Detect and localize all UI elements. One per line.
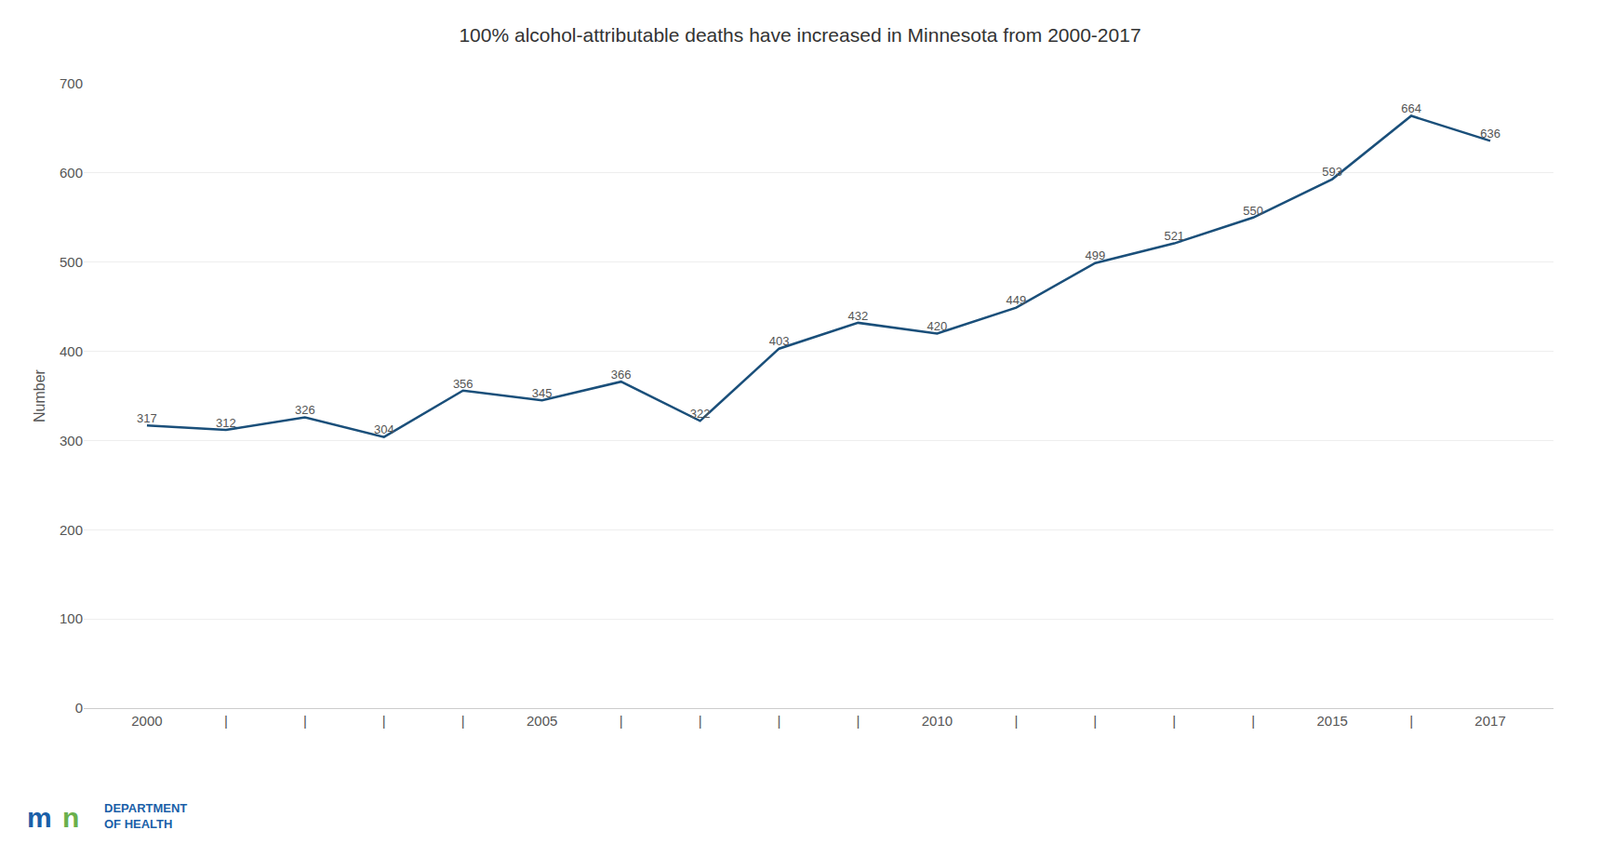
svg-text:403: 403 — [769, 333, 790, 348]
svg-text:|: | — [619, 712, 624, 729]
svg-text:|: | — [1409, 712, 1414, 729]
svg-text:636: 636 — [1480, 126, 1501, 141]
svg-text:|: | — [698, 712, 703, 729]
svg-text:DEPARTMENT: DEPARTMENT — [104, 800, 187, 815]
svg-text:m: m — [26, 801, 53, 833]
svg-text:317: 317 — [136, 411, 158, 426]
svg-text:|: | — [1013, 712, 1018, 729]
svg-text:0: 0 — [75, 699, 83, 716]
svg-text:2017: 2017 — [1474, 712, 1506, 729]
svg-text:326: 326 — [294, 402, 316, 417]
svg-text:664: 664 — [1400, 101, 1422, 116]
svg-text:2010: 2010 — [921, 712, 953, 729]
svg-text:OF HEALTH: OF HEALTH — [104, 816, 173, 831]
svg-text:100% alcohol-attributable deat: 100% alcohol-attributable deaths have in… — [458, 24, 1141, 46]
svg-text:Number: Number — [31, 368, 48, 423]
svg-text:|: | — [224, 712, 228, 729]
svg-text:n: n — [62, 801, 80, 833]
svg-text:499: 499 — [1084, 248, 1106, 263]
svg-text:521: 521 — [1163, 228, 1185, 243]
svg-text:600: 600 — [59, 164, 83, 181]
svg-text:449: 449 — [1006, 293, 1027, 307]
svg-text:366: 366 — [611, 367, 632, 382]
svg-text:400: 400 — [59, 343, 83, 360]
svg-text:304: 304 — [373, 422, 395, 437]
svg-text:|: | — [1251, 712, 1255, 729]
svg-text:356: 356 — [453, 376, 474, 391]
svg-text:420: 420 — [927, 319, 948, 334]
svg-text:322: 322 — [690, 406, 711, 421]
svg-text:312: 312 — [215, 415, 237, 430]
svg-text:500: 500 — [59, 253, 83, 270]
svg-text:2015: 2015 — [1316, 712, 1347, 729]
svg-text:|: | — [1093, 712, 1097, 729]
svg-text:345: 345 — [532, 386, 553, 400]
svg-text:700: 700 — [59, 75, 83, 92]
svg-text:593: 593 — [1321, 164, 1343, 179]
svg-text:|: | — [303, 712, 307, 729]
svg-text:550: 550 — [1242, 203, 1264, 218]
svg-text:|: | — [777, 712, 782, 729]
svg-text:300: 300 — [59, 432, 83, 449]
svg-text:432: 432 — [848, 308, 869, 323]
svg-text:|: | — [382, 712, 387, 729]
svg-text:|: | — [1172, 712, 1176, 729]
svg-text:200: 200 — [59, 521, 83, 538]
svg-text:|: | — [856, 712, 861, 729]
svg-text:2005: 2005 — [526, 712, 558, 729]
svg-text:2000: 2000 — [131, 712, 162, 729]
svg-text:|: | — [461, 712, 466, 729]
svg-text:100: 100 — [59, 610, 83, 627]
